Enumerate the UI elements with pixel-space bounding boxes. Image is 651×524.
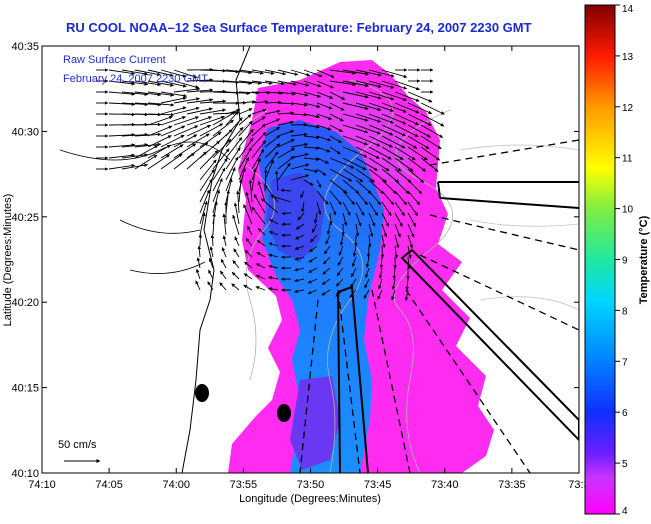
legend-line-1: Raw Surface Current xyxy=(63,54,166,66)
y-tick-label: 40:30 xyxy=(11,126,39,138)
colorbar-tick-label: 7 xyxy=(622,357,628,368)
current-vector xyxy=(282,213,291,214)
mooring-marker-2 xyxy=(277,404,291,422)
x-tick-label: 73:45 xyxy=(364,479,392,491)
colorbar-tick-label: 6 xyxy=(622,408,628,419)
y-tick-label: 40:15 xyxy=(11,383,39,395)
x-axis-label: Longitude (Degrees:Minutes) xyxy=(239,493,381,505)
legend-line-2: February 24, 2007 2230 GMT xyxy=(63,73,208,85)
colorbar-tick-label: 4 xyxy=(622,506,628,517)
colorbar-ticks: 4 5 6 7 8 9 10 11 12 13 14 xyxy=(615,4,634,517)
chart-title: RU COOL NOAA–12 Sea Surface Temperature:… xyxy=(66,20,532,35)
y-axis-label: Latitude (Degrees:Minutes) xyxy=(2,194,14,327)
current-vector xyxy=(368,246,369,257)
y-tick-label: 40:20 xyxy=(11,297,39,309)
colorbar xyxy=(585,5,615,514)
y-tick-label: 40:25 xyxy=(11,212,39,224)
scale-label: 50 cm/s xyxy=(58,439,97,451)
plot-area: 50 cm/s Raw Surface Current February 24,… xyxy=(42,46,579,473)
colorbar-label: Temperature (°C) xyxy=(638,215,650,304)
colorbar-tick-label: 12 xyxy=(622,103,634,114)
x-tick-label: 74:10 xyxy=(28,479,56,491)
colorbar-tick-label: 13 xyxy=(622,52,634,63)
colorbar-tick-label: 10 xyxy=(622,205,634,216)
colorbar-tick-label: 8 xyxy=(622,306,628,317)
x-tick-label: 73:40 xyxy=(431,479,459,491)
x-tick-label: 73:35 xyxy=(498,479,526,491)
x-tick-label: 74:05 xyxy=(95,479,123,491)
colorbar-tick-label: 9 xyxy=(622,256,628,267)
y-tick-label: 40:10 xyxy=(11,468,39,480)
y-tick-label: 40:35 xyxy=(11,41,39,53)
mooring-marker-1 xyxy=(195,384,209,402)
x-tick-label: 73:55 xyxy=(230,479,258,491)
x-tick-label: 74:00 xyxy=(162,479,190,491)
colorbar-tick-label: 5 xyxy=(622,459,628,470)
colorbar-tick-label: 14 xyxy=(622,4,634,15)
colorbar-tick-label: 11 xyxy=(622,154,633,165)
x-tick-label: 73:50 xyxy=(297,479,325,491)
